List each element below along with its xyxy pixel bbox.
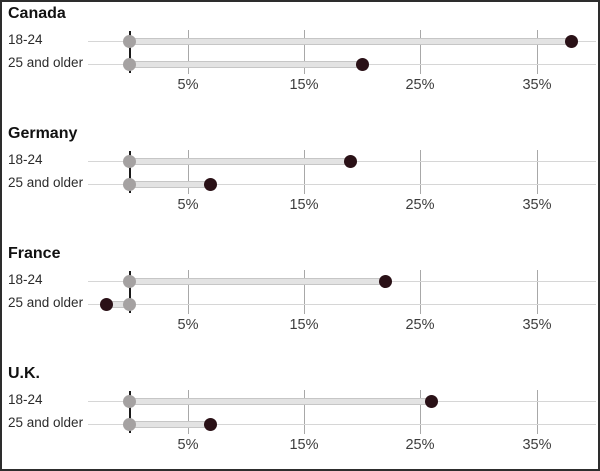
range-bar: [126, 38, 576, 45]
gridline: [188, 30, 189, 74]
axis-tick-label: 15%: [289, 77, 319, 93]
row-label: 25 and older: [8, 55, 84, 70]
row-label: 25 and older: [8, 415, 84, 430]
gridline: [304, 30, 305, 74]
gridline: [537, 150, 538, 194]
gridline: [304, 390, 305, 434]
zero-axis-line: [129, 391, 131, 433]
end-dot: [204, 418, 217, 431]
row-baseline: [88, 424, 596, 425]
axis-tick-label: 25%: [405, 197, 435, 213]
start-dot: [123, 155, 136, 168]
gridline: [420, 390, 421, 434]
zero-axis-line: [129, 271, 131, 313]
gridline: [537, 270, 538, 314]
row-baseline: [88, 304, 596, 305]
range-bar: [126, 158, 355, 165]
start-dot: [123, 418, 136, 431]
gridline: [420, 150, 421, 194]
end-dot: [100, 298, 113, 311]
gridline: [188, 270, 189, 314]
axis-tick-label: 25%: [405, 77, 435, 93]
end-dot: [425, 395, 438, 408]
row-label: 25 and older: [8, 175, 84, 190]
axis-tick-label: 35%: [522, 77, 552, 93]
start-dot: [123, 298, 136, 311]
row-label: 18-24: [8, 32, 43, 47]
end-dot: [344, 155, 357, 168]
row-baseline: [88, 184, 596, 185]
panel-title: U.K.: [8, 365, 40, 382]
axis-tick-label: 5%: [177, 197, 199, 213]
range-bar: [126, 398, 436, 405]
gridline: [537, 390, 538, 434]
panel-title: Canada: [8, 5, 66, 22]
gridline: [304, 270, 305, 314]
end-dot: [379, 275, 392, 288]
axis-tick-label: 15%: [289, 197, 319, 213]
range-bar: [126, 421, 215, 428]
panel-title: France: [8, 245, 61, 262]
gridline: [304, 150, 305, 194]
gridline: [188, 150, 189, 194]
start-dot: [123, 178, 136, 191]
end-dot: [204, 178, 217, 191]
axis-tick-label: 35%: [522, 197, 552, 213]
panel-uk: U.K. 5% 15% 25% 35% 18-24 25 and older: [0, 360, 600, 471]
gridline: [537, 30, 538, 74]
end-dot: [565, 35, 578, 48]
row-label: 18-24: [8, 272, 43, 287]
panel-germany: Germany 5% 15% 25% 35% 18-24 25 and older: [0, 120, 600, 240]
row-label: 18-24: [8, 392, 43, 407]
zero-axis-line: [129, 151, 131, 193]
start-dot: [123, 58, 136, 71]
end-dot: [356, 58, 369, 71]
panel-canada: Canada 5% 15% 25% 35% 18-24 25 and older: [0, 0, 600, 120]
range-bar: [126, 61, 367, 68]
axis-tick-label: 25%: [405, 317, 435, 333]
panel-france: France 5% 15% 25% 35% 18-24 25 and older: [0, 240, 600, 360]
panel-title: Germany: [8, 125, 78, 142]
axis-tick-label: 35%: [522, 437, 552, 453]
range-bar: [126, 181, 215, 188]
range-bar: [126, 278, 390, 285]
row-label: 18-24: [8, 152, 43, 167]
zero-axis-line: [129, 31, 131, 73]
start-dot: [123, 35, 136, 48]
axis-tick-label: 15%: [289, 317, 319, 333]
axis-tick-label: 5%: [177, 317, 199, 333]
start-dot: [123, 275, 136, 288]
axis-tick-label: 25%: [405, 437, 435, 453]
gridline: [420, 270, 421, 314]
start-dot: [123, 395, 136, 408]
row-label: 25 and older: [8, 295, 84, 310]
axis-tick-label: 5%: [177, 77, 199, 93]
axis-tick-label: 5%: [177, 437, 199, 453]
gridline: [188, 390, 189, 434]
gridline: [420, 30, 421, 74]
axis-tick-label: 15%: [289, 437, 319, 453]
axis-tick-label: 35%: [522, 317, 552, 333]
